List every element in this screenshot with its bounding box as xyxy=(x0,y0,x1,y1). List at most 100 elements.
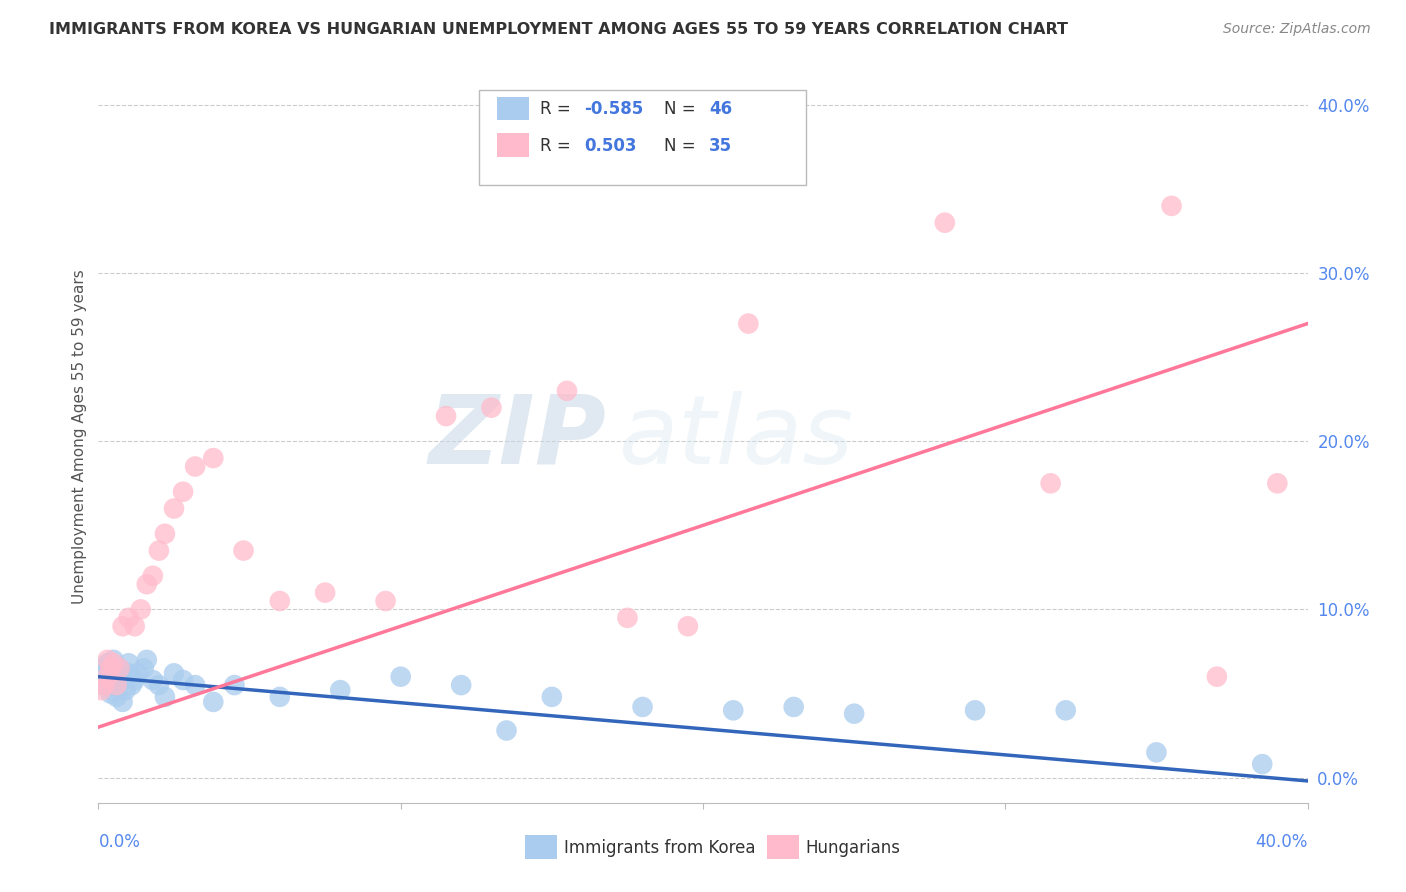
Point xyxy=(148,543,170,558)
Point xyxy=(148,678,170,692)
Text: R =: R = xyxy=(540,137,581,155)
FancyBboxPatch shape xyxy=(479,90,806,185)
Point xyxy=(232,543,254,558)
Point xyxy=(96,653,118,667)
Point xyxy=(127,666,149,681)
Point xyxy=(269,594,291,608)
Point xyxy=(90,683,112,698)
Point xyxy=(631,700,654,714)
Point xyxy=(108,661,131,675)
Point xyxy=(495,723,517,738)
Point xyxy=(184,459,207,474)
Point xyxy=(105,666,128,681)
Point xyxy=(100,666,122,681)
Point xyxy=(1251,757,1274,772)
Point xyxy=(124,619,146,633)
Point xyxy=(1206,670,1229,684)
Point xyxy=(374,594,396,608)
Point xyxy=(153,526,176,541)
Point xyxy=(269,690,291,704)
Text: R =: R = xyxy=(540,101,576,119)
Point xyxy=(100,686,122,700)
Point xyxy=(555,384,578,398)
Point xyxy=(202,451,225,466)
Text: 0.503: 0.503 xyxy=(585,137,637,155)
Point xyxy=(142,569,165,583)
Point xyxy=(90,678,112,692)
Point xyxy=(103,678,125,692)
Point xyxy=(163,666,186,681)
Point xyxy=(111,673,134,687)
Text: -0.585: -0.585 xyxy=(585,101,644,119)
Point xyxy=(1054,703,1077,717)
Text: 0.0%: 0.0% xyxy=(98,833,141,851)
Point xyxy=(132,661,155,675)
Point xyxy=(96,657,118,671)
Text: atlas: atlas xyxy=(619,391,853,483)
Text: 40.0%: 40.0% xyxy=(1256,833,1308,851)
Text: N =: N = xyxy=(664,137,702,155)
Point xyxy=(450,678,472,692)
Point xyxy=(135,653,157,667)
Point xyxy=(1039,476,1062,491)
Point xyxy=(202,695,225,709)
Point xyxy=(103,653,125,667)
Point xyxy=(118,611,141,625)
Text: IMMIGRANTS FROM KOREA VS HUNGARIAN UNEMPLOYMENT AMONG AGES 55 TO 59 YEARS CORREL: IMMIGRANTS FROM KOREA VS HUNGARIAN UNEMP… xyxy=(49,22,1069,37)
Point xyxy=(114,683,136,698)
FancyBboxPatch shape xyxy=(526,835,557,859)
Point xyxy=(314,585,336,599)
Text: Hungarians: Hungarians xyxy=(806,839,901,857)
Point xyxy=(93,670,115,684)
Point xyxy=(224,678,246,692)
Point xyxy=(142,673,165,687)
Point xyxy=(93,661,115,675)
Point xyxy=(184,678,207,692)
Point xyxy=(723,703,745,717)
Point xyxy=(616,611,638,625)
Point xyxy=(111,695,134,709)
Point xyxy=(481,401,503,415)
Point xyxy=(111,619,134,633)
FancyBboxPatch shape xyxy=(498,133,529,157)
FancyBboxPatch shape xyxy=(768,835,799,859)
Text: Immigrants from Korea: Immigrants from Korea xyxy=(564,839,755,857)
Point xyxy=(965,703,987,717)
Point xyxy=(1267,476,1289,491)
Text: ZIP: ZIP xyxy=(429,391,606,483)
Point xyxy=(129,602,152,616)
Point xyxy=(172,673,194,687)
FancyBboxPatch shape xyxy=(498,96,529,120)
Point xyxy=(121,678,143,692)
Point xyxy=(96,673,118,687)
Point xyxy=(844,706,866,721)
Point xyxy=(118,657,141,671)
Text: 35: 35 xyxy=(709,137,733,155)
Point xyxy=(737,317,759,331)
Point xyxy=(100,661,122,675)
Point xyxy=(329,683,352,698)
Point xyxy=(103,657,125,671)
Point xyxy=(135,577,157,591)
Point xyxy=(124,673,146,687)
Text: N =: N = xyxy=(664,101,702,119)
Point xyxy=(96,670,118,684)
Point xyxy=(105,690,128,704)
Point xyxy=(783,700,806,714)
Point xyxy=(105,678,128,692)
Point xyxy=(108,670,131,684)
Point xyxy=(540,690,562,704)
Point xyxy=(118,666,141,681)
Point xyxy=(93,678,115,692)
Point xyxy=(1144,745,1167,759)
Point xyxy=(1160,199,1182,213)
Y-axis label: Unemployment Among Ages 55 to 59 years: Unemployment Among Ages 55 to 59 years xyxy=(72,269,87,605)
Point xyxy=(434,409,457,423)
Point xyxy=(172,484,194,499)
Point xyxy=(103,673,125,687)
Text: Source: ZipAtlas.com: Source: ZipAtlas.com xyxy=(1223,22,1371,37)
Text: 46: 46 xyxy=(709,101,733,119)
Point xyxy=(934,216,956,230)
Point xyxy=(108,661,131,675)
Point xyxy=(153,690,176,704)
